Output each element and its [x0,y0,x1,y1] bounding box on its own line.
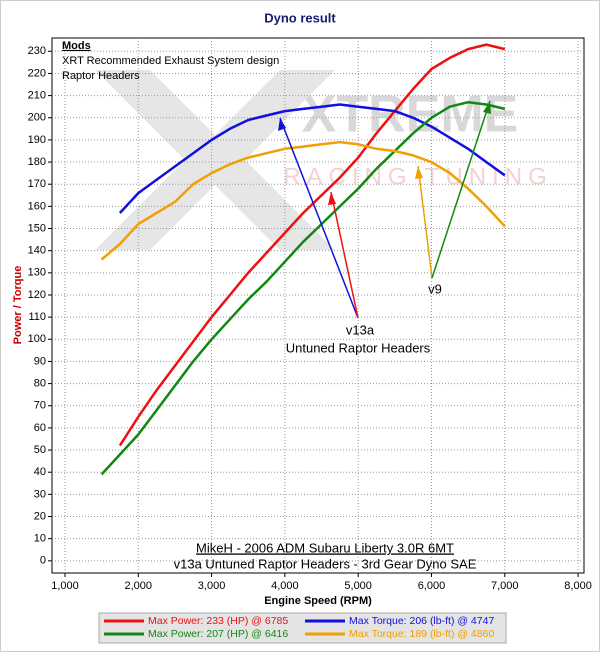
y-tick-label: 130 [28,267,46,279]
x-tick-label: 4,000 [271,580,299,592]
legend-label: Max Power: 207 (HP) @ 6416 [148,628,288,640]
y-tick-label: 80 [34,377,46,389]
y-tick-label: 40 [34,466,46,478]
chart-title: Dyno result [264,10,336,25]
y-tick-label: 60 [34,422,46,434]
y-tick-label: 100 [28,333,46,345]
y-tick-label: 170 [28,178,46,190]
y-tick-label: 140 [28,245,46,257]
watermark-logo [95,70,335,250]
y-tick-label: 30 [34,488,46,500]
y-tick-label: 210 [28,90,46,102]
y-tick-label: 120 [28,289,46,301]
mods-text: XRT Recommended Exhaust System design [62,55,279,67]
data-line [100,140,506,261]
arrowhead [278,118,286,131]
arrow [431,100,491,279]
y-tick-label: 10 [34,533,46,545]
x-tick-label: 5,000 [344,580,372,592]
annotation: Untuned Raptor Headers [286,340,431,355]
y-tick-label: 200 [28,112,46,124]
annotation: v9 [428,281,442,296]
y-tick-label: 180 [28,156,46,168]
y-tick-label: 90 [34,355,46,367]
arrow [417,165,433,279]
x-tick-label: 7,000 [491,580,519,592]
x-tick-label: 1,000 [51,580,79,592]
mods-title: Mods [62,40,91,52]
data-line [100,100,506,476]
annotation-arrows [278,100,491,319]
y-tick-label: 160 [28,200,46,212]
y-axis-label: Power / Torque [12,266,24,345]
mods-text: Raptor Headers [62,70,140,82]
y-tick-label: 110 [28,311,46,323]
data-line [118,103,506,214]
arrow [330,191,359,319]
arrow [279,117,359,319]
x-tick-label: 6,000 [418,580,446,592]
arrowhead [328,192,336,205]
legend-label: Max Torque: 206 (lb-ft) @ 4747 [349,615,494,627]
arrowhead [415,166,423,179]
x-axis-label: Engine Speed (RPM) [264,595,372,607]
legend-label: Max Power: 233 (HP) @ 6785 [148,615,288,627]
y-tick-label: 70 [34,400,46,412]
y-tick-label: 220 [28,67,46,79]
arrowhead [483,101,491,114]
y-tick-label: 0 [40,555,46,567]
plot-area: XTREME RACING TUNING [51,37,585,574]
x-tick-label: 2,000 [125,580,153,592]
plot-frame [51,37,585,574]
legend-box [98,612,507,644]
data-line [118,43,506,447]
y-tick-label: 150 [28,222,46,234]
caption: v13a Untuned Raptor Headers - 3rd Gear D… [174,556,477,571]
y-tick-label: 230 [28,45,46,57]
watermark: RACING TUNING [283,163,553,190]
x-tick-label: 8,000 [564,580,592,592]
y-tick-label: 190 [28,134,46,146]
y-tick-label: 50 [34,444,46,456]
annotation: v13a [346,322,375,337]
y-tick-label: 20 [34,510,46,522]
caption: MikeH - 2006 ADM Subaru Liberty 3.0R 6MT [196,540,454,555]
x-tick-label: 3,000 [198,580,226,592]
legend-label: Max Torque: 189 (lb-ft) @ 4860 [349,628,494,640]
